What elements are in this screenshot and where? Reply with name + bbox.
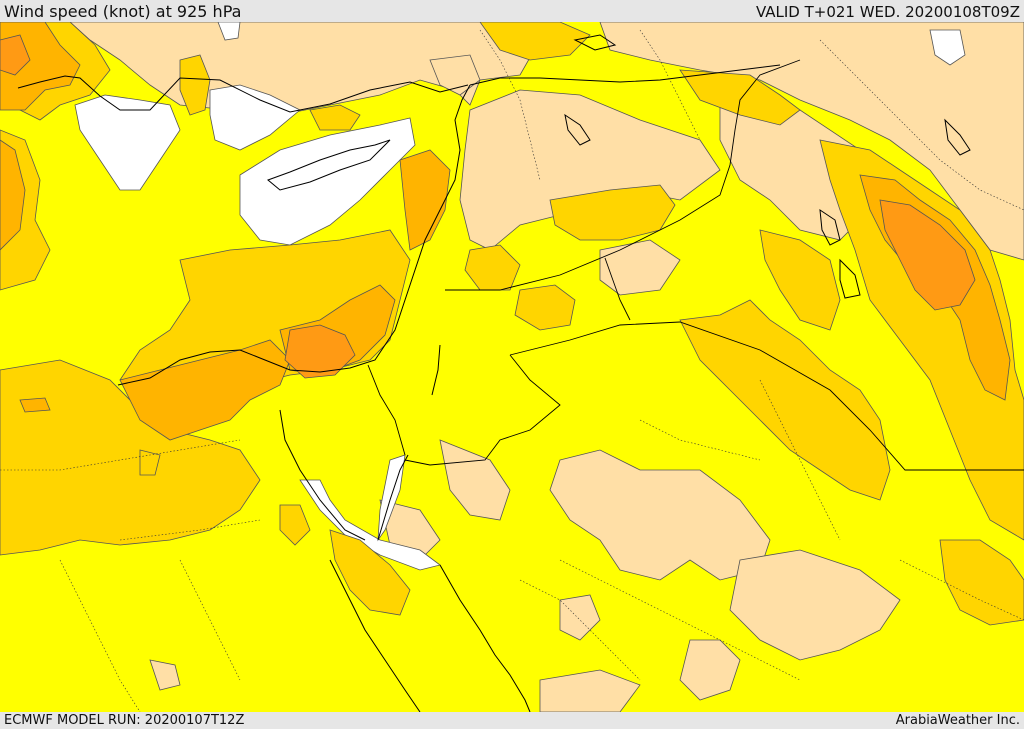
calm-wind-zones bbox=[74, 22, 966, 571]
map-canvas bbox=[0, 22, 1024, 712]
very-strong-wind-zones bbox=[0, 34, 976, 379]
coastlines bbox=[17, 34, 971, 712]
footer-bar: ECMWF MODEL RUN: 20200107T12Z ArabiaWeat… bbox=[0, 712, 1024, 729]
valid-time: VALID T+021 WED. 20200108T09Z bbox=[755, 3, 1020, 21]
model-run-label: ECMWF MODEL RUN: 20200107T12Z bbox=[4, 713, 245, 728]
admin-boundaries bbox=[0, 29, 1024, 712]
map-title: Wind speed (knot) at 925 hPa bbox=[4, 2, 242, 21]
country-borders bbox=[367, 59, 1024, 471]
wind-speed-map bbox=[0, 22, 1024, 712]
brand-label: ArabiaWeather Inc. bbox=[895, 713, 1020, 728]
header-bar: Wind speed (knot) at 925 hPa VALID T+021… bbox=[0, 0, 1024, 22]
fresh-wind-zones bbox=[0, 22, 1024, 626]
